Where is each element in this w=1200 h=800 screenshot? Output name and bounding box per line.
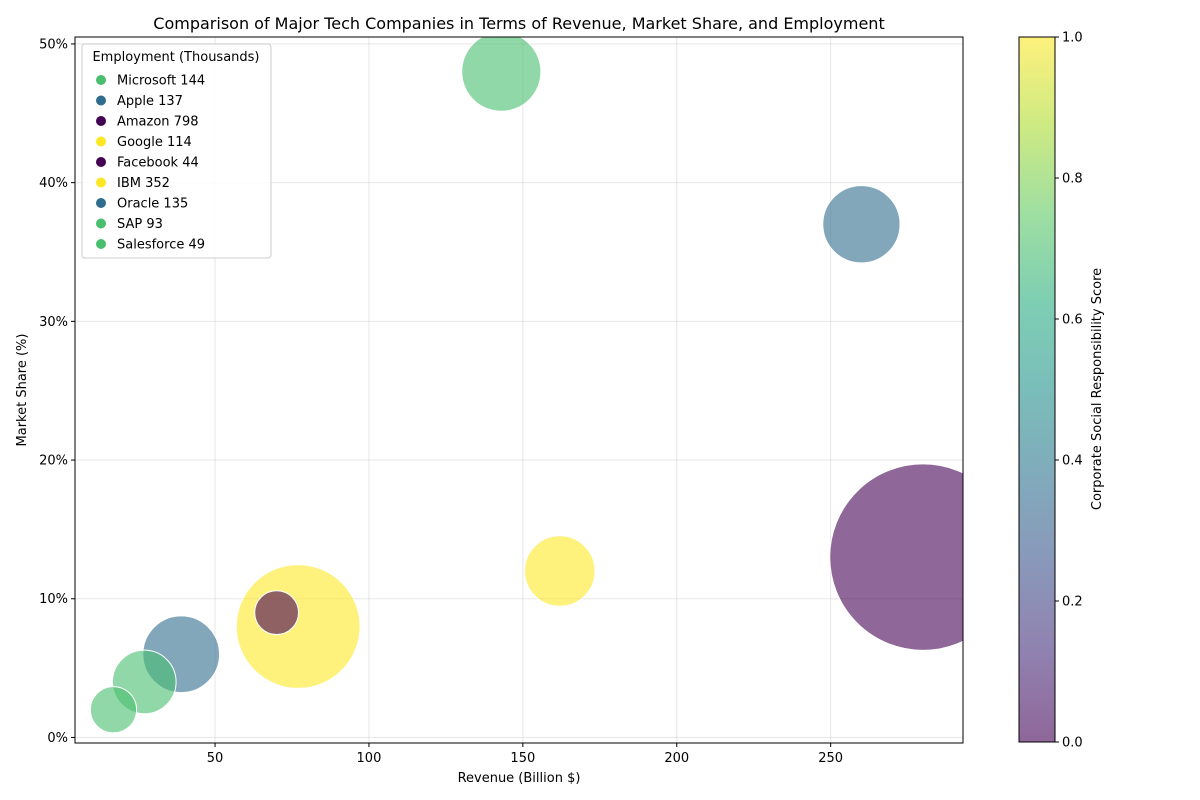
legend-marker [96, 239, 106, 249]
legend-box [81, 43, 272, 259]
legend-item-microsoft: Microsoft 144 [117, 74, 205, 89]
y-axis-label: Market Share (%) [15, 334, 30, 447]
x-tick-label: 150 [510, 751, 535, 766]
y-tick-label: 30% [39, 315, 68, 330]
legend-item-ibm: IBM 352 [117, 176, 170, 191]
data-point-microsoft [461, 37, 542, 112]
x-axis-ticks: 50 100 150 200 250 [207, 743, 843, 766]
plot-frame [74, 36, 964, 744]
x-tick-label: 250 [818, 751, 843, 766]
legend-item-apple: Apple 137 [117, 94, 183, 109]
data-point-salesforce [89, 686, 138, 734]
chart-title: Comparison of Major Tech Companies in Te… [153, 14, 884, 33]
data-point-amazon [829, 463, 963, 651]
legend-marker [96, 218, 106, 229]
y-tick-label: 0% [47, 731, 68, 746]
colorbar-tick-label: 0.0 [1062, 736, 1083, 751]
x-tick-label: 50 [207, 751, 224, 766]
data-point-apple [822, 185, 901, 264]
x-tick-label: 100 [357, 751, 382, 766]
colorbar-tick-label: 0.4 [1062, 454, 1083, 469]
x-axis-label: Revenue (Billion $) [458, 771, 581, 786]
legend-marker [96, 116, 106, 126]
colorbar: 0.0 0.2 0.4 0.6 0.8 1.0 Corporate Social Resp… [1018, 31, 1105, 751]
legend: Employment (Thousands) Microsoft 144 Appl… [81, 43, 272, 259]
y-tick-label: 40% [39, 176, 68, 191]
colorbar-label: Corporate Social Responsibility Score [1090, 268, 1105, 510]
y-tick-label: 50% [39, 37, 68, 52]
data-points [89, 37, 963, 734]
legend-title: Employment (Thousands) [92, 50, 259, 65]
data-point-google [524, 535, 596, 607]
legend-marker [96, 95, 106, 106]
data-point-facebook [254, 590, 299, 636]
colorbar-tick-label: 0.6 [1062, 313, 1083, 328]
y-tick-label: 20% [39, 454, 68, 469]
y-axis-ticks: 0% 10% 20% 30% 40% 50% [39, 37, 75, 746]
legend-item-google: Google 114 [117, 135, 192, 150]
legend-item-facebook: Facebook 44 [117, 156, 199, 171]
colorbar-tick-label: 1.0 [1062, 31, 1083, 46]
y-tick-label: 10% [39, 592, 68, 607]
legend-marker [96, 136, 106, 147]
colorbar-tick-label: 0.8 [1062, 172, 1083, 187]
legend-item-salesforce: Salesforce 49 [117, 238, 205, 253]
legend-item-sap: SAP 93 [117, 217, 163, 232]
legend-marker [96, 75, 106, 85]
plot-area: 50 100 150 200 250 0% 10% 20% 30% 40% 50% [39, 36, 964, 766]
legend-items: Microsoft 144 Apple 137 Amazon 798 Google 1… [96, 74, 205, 253]
colorbar-ticks: 0.0 0.2 0.4 0.6 0.8 1.0 [1055, 31, 1083, 751]
colorbar-frame [1018, 36, 1056, 743]
legend-marker [96, 198, 106, 208]
colorbar-tick-label: 0.2 [1062, 595, 1083, 610]
x-tick-label: 200 [664, 751, 689, 766]
legend-item-amazon: Amazon 798 [117, 115, 199, 130]
legend-marker [96, 157, 106, 167]
legend-marker [96, 177, 106, 188]
data-point-ibm [235, 564, 361, 689]
legend-item-oracle: Oracle 135 [117, 197, 188, 212]
colorbar-gradient [1019, 37, 1055, 742]
